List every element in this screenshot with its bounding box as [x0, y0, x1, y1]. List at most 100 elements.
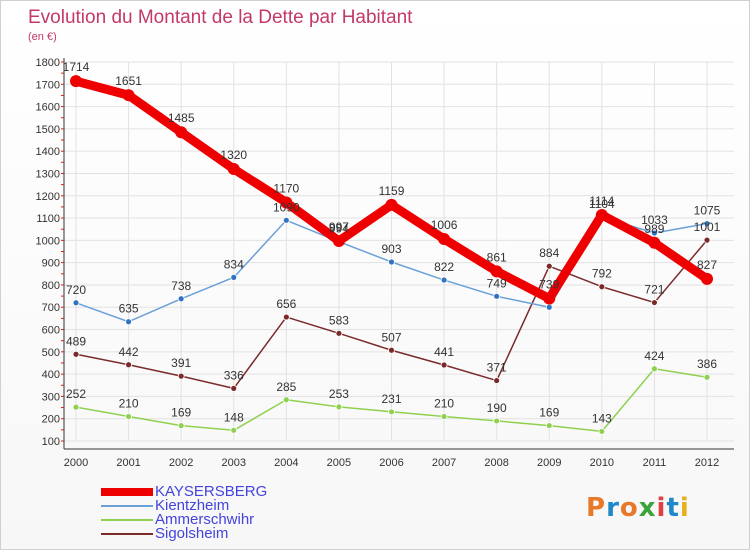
data-label-kaysersberg: 1006 [431, 218, 458, 232]
data-label-kientzheim: 822 [434, 260, 454, 274]
legend-swatch [101, 505, 153, 507]
data-point-sigolsheim [335, 329, 343, 337]
data-label-kaysersberg: 739 [539, 278, 559, 292]
chart-subtitle: (en €) [28, 31, 57, 43]
y-tick-label: 800 [42, 280, 60, 292]
data-label-kaysersberg: 997 [329, 220, 349, 234]
data-point-kaysersberg [175, 126, 188, 139]
data-point-kientzheim [177, 295, 185, 303]
legend-swatch [101, 533, 153, 535]
data-point-kaysersberg [490, 265, 503, 278]
data-point-kientzheim [125, 318, 132, 326]
y-tick-label: 1100 [36, 213, 60, 225]
data-label-sigolsheim: 792 [592, 267, 612, 281]
data-label-ammerschwihr: 148 [224, 410, 244, 424]
data-label-kientzheim: 834 [224, 257, 244, 271]
data-point-kaysersberg [70, 75, 82, 88]
data-point-ammerschwihr [177, 422, 185, 430]
data-label-kaysersberg: 1114 [589, 194, 614, 208]
x-tick-label: 2011 [643, 457, 667, 469]
data-point-ammerschwihr [388, 408, 395, 416]
data-label-sigolsheim: 721 [644, 283, 664, 297]
x-tick-label: 2008 [484, 457, 508, 469]
data-label-ammerschwihr: 231 [381, 392, 401, 406]
data-label-kaysersberg: 1320 [220, 148, 247, 162]
data-label-sigolsheim: 391 [171, 356, 191, 370]
data-point-kaysersberg [227, 163, 240, 176]
data-label-kientzheim: 1090 [273, 200, 300, 214]
data-point-kaysersberg [648, 236, 661, 249]
data-point-kientzheim [440, 276, 448, 284]
brand-letter: t [666, 493, 680, 523]
data-point-sigolsheim [545, 262, 553, 270]
data-label-sigolsheim: 656 [276, 297, 296, 311]
brand-letter: i [679, 493, 690, 523]
data-label-ammerschwihr: 386 [697, 357, 717, 371]
y-tick-label: 1700 [36, 79, 60, 91]
data-point-ammerschwihr [545, 422, 553, 430]
data-point-ammerschwihr [440, 413, 448, 420]
data-point-sigolsheim [125, 361, 132, 369]
y-tick-label: 200 [42, 414, 60, 426]
x-tick-label: 2001 [116, 457, 140, 469]
data-point-sigolsheim [598, 283, 606, 291]
data-label-kaysersberg: 1159 [379, 184, 405, 198]
data-label-kaysersberg: 1714 [63, 60, 90, 74]
data-label-kientzheim: 720 [66, 283, 86, 297]
data-label-sigolsheim: 1001 [694, 220, 721, 234]
brand-logo: Proxiti [586, 493, 690, 523]
data-label-kientzheim: 635 [119, 302, 139, 316]
data-label-sigolsheim: 336 [224, 368, 244, 382]
data-point-ammerschwihr [335, 403, 343, 411]
y-tick-label: 700 [42, 302, 60, 314]
data-label-ammerschwihr: 169 [171, 406, 191, 420]
data-label-kientzheim: 1104 [589, 197, 615, 211]
data-point-sigolsheim [388, 346, 395, 354]
data-label-ammerschwihr: 190 [487, 401, 507, 415]
y-tick-label: 900 [42, 258, 60, 270]
data-point-ammerschwihr [493, 417, 501, 425]
data-label-ammerschwihr: 424 [644, 349, 664, 363]
data-label-kientzheim: 903 [381, 242, 401, 256]
data-label-ammerschwihr: 252 [66, 387, 86, 401]
data-label-kientzheim: 994 [329, 222, 349, 236]
data-label-kientzheim: 1033 [641, 213, 668, 227]
legend-label: Sigolsheim [155, 525, 229, 542]
data-label-sigolsheim: 489 [66, 334, 86, 348]
x-tick-label: 2010 [590, 457, 614, 469]
data-point-kientzheim [282, 216, 290, 224]
y-tick-label: 300 [42, 391, 60, 403]
data-label-kientzheim: 738 [171, 279, 191, 293]
data-point-sigolsheim [703, 236, 711, 244]
y-tick-label: 1000 [36, 235, 60, 247]
data-label-kientzheim: 749 [487, 276, 507, 290]
data-label-kaysersberg: 989 [644, 222, 664, 236]
legend-swatch [101, 488, 153, 496]
data-point-kientzheim [388, 258, 395, 266]
data-label-ammerschwihr: 253 [329, 387, 349, 401]
y-tick-label: 1400 [36, 146, 60, 158]
y-tick-label: 500 [42, 347, 60, 359]
brand-letter: P [586, 493, 607, 523]
x-tick-label: 2006 [379, 457, 403, 469]
data-point-sigolsheim [72, 350, 80, 358]
data-point-ammerschwihr [598, 428, 606, 435]
x-tick-label: 2002 [169, 457, 193, 469]
y-tick-label: 1200 [36, 191, 60, 203]
data-point-ammerschwihr [651, 365, 658, 373]
data-point-sigolsheim [651, 299, 658, 306]
brand-letter: x [638, 493, 657, 523]
data-label-kaysersberg: 827 [697, 258, 717, 272]
data-label-kaysersberg: 861 [487, 250, 507, 264]
data-label-sigolsheim: 583 [329, 313, 349, 327]
data-point-sigolsheim [282, 313, 290, 321]
y-tick-label: 1800 [36, 57, 60, 69]
data-point-kientzheim [72, 299, 80, 307]
data-point-sigolsheim [440, 361, 448, 369]
legend-label: Ammerschwihr [155, 511, 255, 528]
x-tick-label: 2004 [274, 457, 298, 469]
data-label-ammerschwihr: 210 [119, 396, 139, 410]
data-point-sigolsheim [177, 372, 185, 380]
